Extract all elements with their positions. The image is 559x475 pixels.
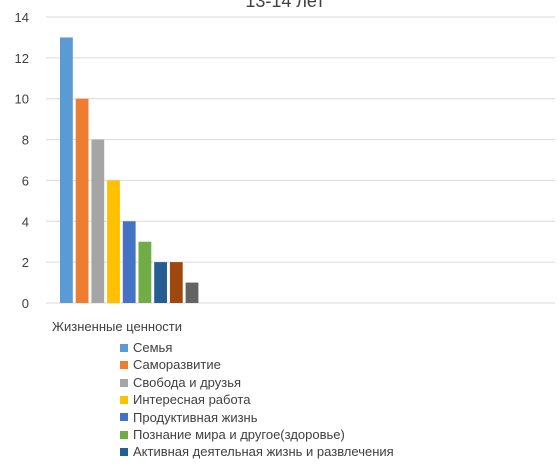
legend-item: Познание мира и другое(здоровье) bbox=[120, 426, 394, 443]
y-tick-label: 4 bbox=[22, 214, 29, 229]
legend-label: Семья bbox=[133, 340, 173, 355]
legend-swatch bbox=[120, 413, 128, 422]
legend-swatch bbox=[120, 361, 128, 370]
legend-label: Саморазвитие bbox=[133, 357, 221, 373]
bar bbox=[154, 262, 167, 303]
legend-item: Активная деятельная жизнь и развлечения bbox=[120, 443, 394, 460]
y-tick-label: 2 bbox=[22, 255, 29, 270]
legend-label: Свобода и друзья bbox=[133, 374, 242, 390]
legend-label: Продуктивная жизнь bbox=[133, 409, 258, 425]
bar bbox=[169, 262, 183, 303]
legend-item: Интересная работа bbox=[120, 391, 394, 408]
chart-title: 13-14 лет bbox=[245, 0, 324, 11]
legend-label: Интересная работа bbox=[133, 392, 251, 408]
y-tick-label: 8 bbox=[22, 133, 29, 148]
bar bbox=[138, 241, 152, 303]
legend-item: Саморазвитие bbox=[120, 356, 394, 373]
legend-item: Продуктивная жизнь bbox=[120, 409, 394, 426]
legend-item: Свобода и друзья bbox=[120, 374, 394, 391]
legend-label: Активная деятельная жизнь и развлечения bbox=[133, 444, 394, 460]
y-tick-label: 12 bbox=[15, 51, 29, 66]
legend-swatch bbox=[120, 343, 128, 352]
bar bbox=[185, 282, 199, 303]
bar bbox=[75, 98, 89, 303]
bar bbox=[60, 37, 73, 304]
y-tick-label: 14 bbox=[15, 10, 29, 25]
legend-swatch bbox=[120, 378, 128, 387]
y-tick-label: 10 bbox=[15, 92, 29, 107]
legend: Семья Саморазвитие Свобода и друзья Интерес… bbox=[120, 339, 394, 461]
legend-swatch bbox=[120, 395, 128, 404]
bar-series bbox=[60, 37, 199, 304]
legend-swatch bbox=[120, 430, 128, 439]
bar bbox=[91, 139, 105, 303]
legend-swatch bbox=[120, 448, 128, 457]
y-tick-label: 6 bbox=[22, 173, 29, 188]
y-tick-label: 0 bbox=[22, 296, 29, 311]
gridlines bbox=[46, 16, 555, 304]
x-axis-category-label: Жизненные ценности bbox=[52, 319, 182, 334]
bar bbox=[107, 180, 120, 303]
legend-item: Семья bbox=[120, 339, 394, 356]
legend-label: Познание мира и другое(здоровье) bbox=[133, 427, 345, 443]
y-axis-tick-labels: 0 2 4 6 8 10 12 14 bbox=[15, 10, 29, 311]
bar bbox=[122, 221, 136, 303]
